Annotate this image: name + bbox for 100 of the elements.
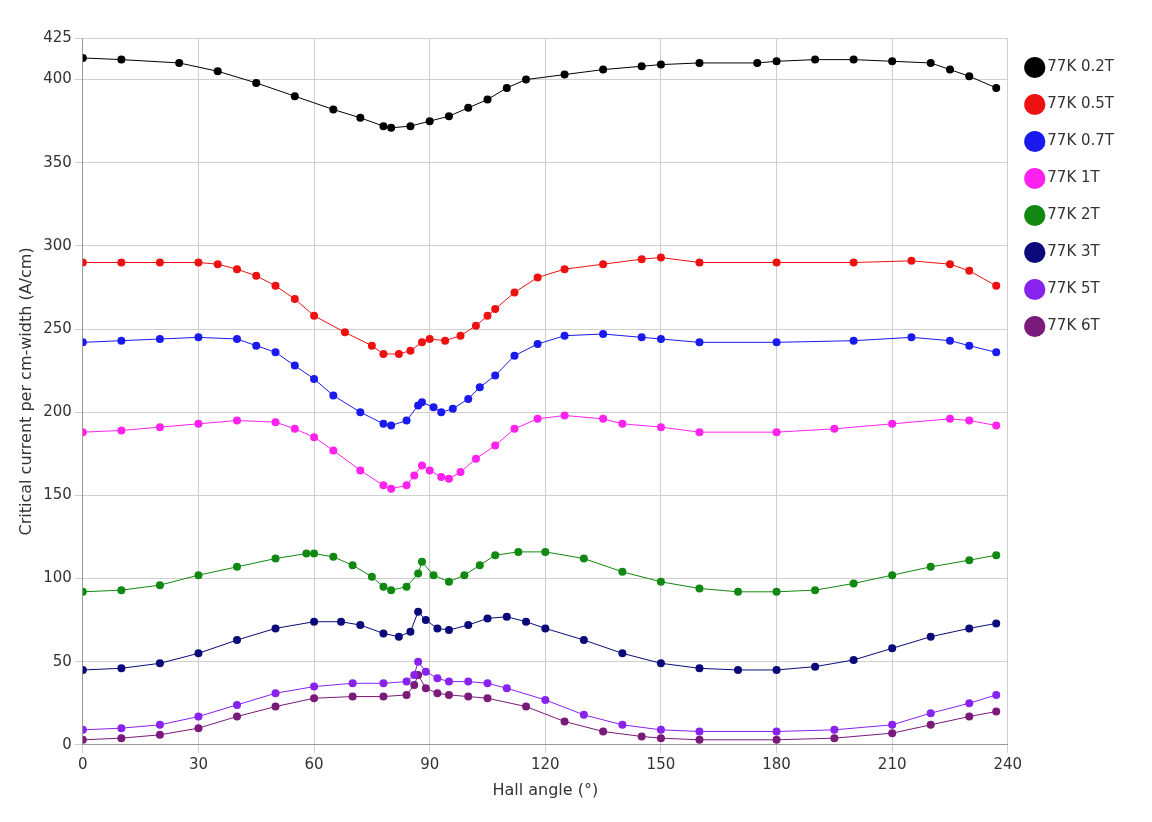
- y-tick-label: 50: [52, 651, 72, 670]
- point: [888, 57, 897, 66]
- point: [656, 423, 665, 432]
- point: [992, 707, 1001, 716]
- point: [471, 454, 480, 463]
- point: [734, 587, 743, 596]
- point: [753, 58, 762, 67]
- y-tick-label: 350: [43, 152, 72, 171]
- point: [402, 481, 411, 490]
- point: [637, 255, 646, 264]
- point: [394, 632, 403, 641]
- point: [252, 271, 261, 280]
- point: [348, 561, 357, 570]
- point: [541, 695, 550, 704]
- point: [379, 629, 388, 638]
- point: [464, 621, 473, 630]
- point: [433, 674, 442, 683]
- point: [560, 70, 569, 79]
- point: [464, 677, 473, 686]
- point: [232, 712, 241, 721]
- point: [444, 677, 453, 686]
- point: [414, 569, 423, 578]
- point: [175, 58, 184, 67]
- point: [772, 428, 781, 437]
- point: [379, 582, 388, 591]
- point: [117, 664, 126, 673]
- point: [410, 471, 419, 480]
- point: [483, 614, 492, 623]
- point: [406, 346, 415, 355]
- point: [421, 684, 430, 693]
- point: [290, 92, 299, 101]
- point: [155, 258, 164, 267]
- point: [849, 655, 858, 664]
- legend-label: 77K 0.2T: [1047, 57, 1115, 76]
- point: [232, 265, 241, 274]
- point: [271, 554, 280, 563]
- point: [117, 258, 126, 267]
- point: [194, 649, 203, 658]
- point: [290, 295, 299, 304]
- point: [907, 256, 916, 265]
- point: [907, 333, 916, 342]
- point: [417, 461, 426, 470]
- point: [695, 735, 704, 744]
- point: [888, 729, 897, 738]
- point: [502, 684, 511, 693]
- point: [695, 58, 704, 67]
- point: [290, 424, 299, 433]
- point: [310, 374, 319, 383]
- point: [849, 579, 858, 588]
- point: [656, 335, 665, 344]
- point: [483, 679, 492, 688]
- y-tick-label: 300: [43, 235, 72, 254]
- point: [444, 112, 453, 121]
- point: [849, 258, 858, 267]
- point: [772, 727, 781, 736]
- point: [926, 709, 935, 718]
- point: [271, 702, 280, 711]
- point: [379, 419, 388, 428]
- point: [213, 260, 222, 269]
- point: [329, 552, 338, 561]
- point: [340, 328, 349, 337]
- point: [491, 371, 500, 380]
- point: [402, 677, 411, 686]
- point: [414, 657, 423, 666]
- legend-label: 77K 2T: [1047, 205, 1101, 224]
- point: [290, 361, 299, 370]
- point: [888, 571, 897, 580]
- point: [992, 619, 1001, 628]
- legend-label: 77K 5T: [1047, 279, 1101, 298]
- point: [213, 67, 222, 76]
- point: [425, 335, 434, 344]
- point: [379, 122, 388, 131]
- point: [695, 664, 704, 673]
- point: [379, 679, 388, 688]
- point: [599, 65, 608, 74]
- point: [194, 419, 203, 428]
- point: [599, 727, 608, 736]
- point: [310, 694, 319, 703]
- point: [618, 720, 627, 729]
- point: [695, 428, 704, 437]
- point: [471, 321, 480, 330]
- point: [232, 335, 241, 344]
- point: [965, 341, 974, 350]
- point: [456, 468, 465, 477]
- point: [637, 62, 646, 71]
- y-tick-label: 0: [62, 734, 72, 753]
- point: [599, 330, 608, 339]
- y-tick-label: 100: [43, 568, 72, 587]
- point: [618, 649, 627, 658]
- point: [356, 408, 365, 417]
- point: [271, 281, 280, 290]
- point: [441, 336, 450, 345]
- point: [533, 273, 542, 282]
- point: [444, 474, 453, 483]
- point: [560, 331, 569, 340]
- point: [811, 55, 820, 64]
- point: [271, 624, 280, 633]
- point: [348, 679, 357, 688]
- point: [155, 335, 164, 344]
- point: [310, 617, 319, 626]
